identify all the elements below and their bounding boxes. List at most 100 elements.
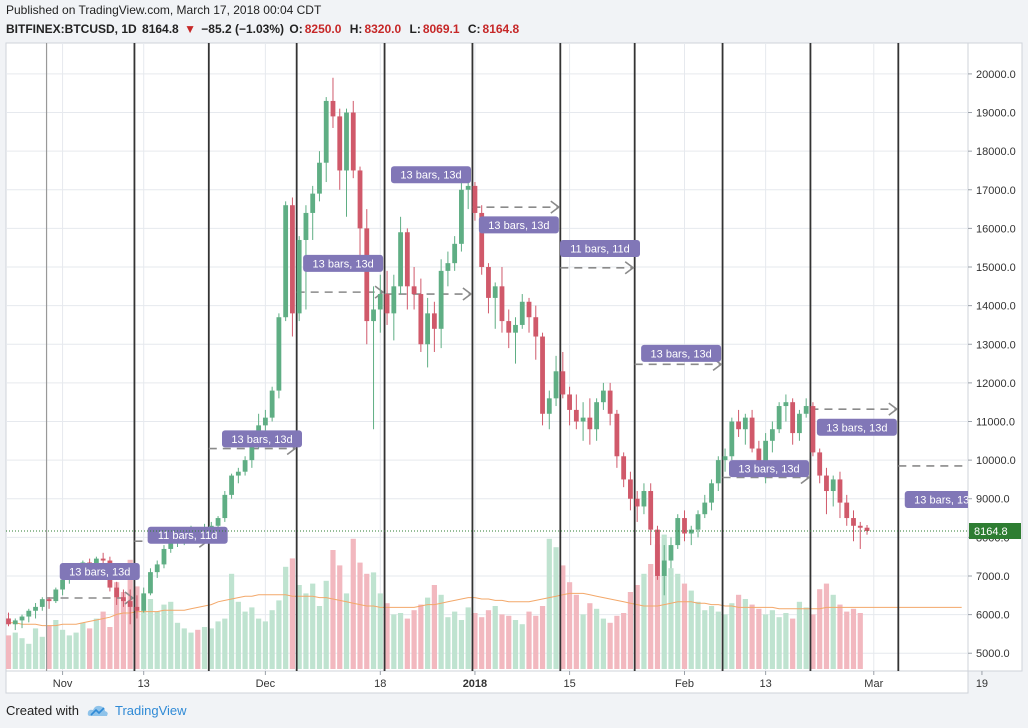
volume-bar <box>675 573 681 669</box>
y-tick-label: 11000.0 <box>976 416 1015 428</box>
cycle-label-box <box>478 216 559 234</box>
volume-bar <box>499 614 505 669</box>
x-tick-label: 19 <box>976 678 988 690</box>
candle <box>688 529 694 534</box>
volume-bar <box>181 628 187 669</box>
candle <box>499 286 505 322</box>
volume-bar <box>634 585 640 669</box>
volume-bar <box>452 611 458 669</box>
candle <box>418 294 424 345</box>
volume-bar <box>587 603 593 669</box>
candle <box>121 597 126 602</box>
cycle-label-text: 13 bars, 13d <box>488 220 549 232</box>
plot-area[interactable] <box>5 42 969 672</box>
candle <box>844 502 850 519</box>
candle <box>323 100 329 163</box>
open-label: O: <box>289 22 303 36</box>
candle <box>567 394 572 410</box>
candle <box>350 112 356 171</box>
tradingview-link[interactable]: TradingView <box>114 703 187 718</box>
candle <box>425 313 431 345</box>
candle <box>459 189 464 244</box>
candle <box>702 502 708 515</box>
volume-bar <box>59 629 66 669</box>
candle <box>33 606 38 611</box>
candle <box>709 483 714 503</box>
cycle-label-text: 13 bars, 13d <box>231 434 292 446</box>
high-label: H: <box>349 22 363 36</box>
candle <box>168 541 174 549</box>
volume-bar <box>154 611 160 669</box>
last-price-value: 8164.8 <box>142 22 179 36</box>
volume-bar <box>19 638 25 669</box>
candle <box>337 116 343 171</box>
close-value: 8164.8 <box>482 22 520 36</box>
volume-bar <box>702 610 708 669</box>
y-tick-label: 13000.0 <box>976 339 1016 351</box>
candle <box>472 185 478 213</box>
cycle-label-text: 13 bars, 13d <box>651 348 712 360</box>
volume-bar <box>844 611 850 669</box>
volume-bar <box>735 594 742 669</box>
price-axis[interactable] <box>967 42 1023 672</box>
volume-bar <box>26 643 32 669</box>
volume-bar <box>857 613 863 669</box>
candle <box>506 321 512 333</box>
volume-bar <box>492 606 498 669</box>
candle <box>479 212 485 268</box>
volume-ma-line <box>8 592 962 627</box>
volume-bar <box>817 589 823 669</box>
cycle-label-text: 13 bars, 13d <box>738 464 799 476</box>
cycle-label-text: 13 bars, 13d <box>69 567 130 579</box>
candle <box>628 479 633 499</box>
volume-bar <box>539 606 546 669</box>
volume-bar <box>222 618 228 669</box>
volume-bar <box>796 601 803 669</box>
volume-bar <box>526 611 532 669</box>
price-chart[interactable]: 13 bars, 13d 11 bars, 11d 13 bars, 13d 13 b… <box>0 40 1028 696</box>
low-label: L: <box>409 22 421 36</box>
volume-bar <box>411 610 417 669</box>
candle <box>357 170 363 229</box>
candle <box>344 112 349 171</box>
candle <box>533 317 539 337</box>
candle <box>695 514 701 530</box>
volume-bar <box>425 597 431 669</box>
x-tick-label: 13 <box>138 678 150 690</box>
candle <box>661 560 667 576</box>
candle <box>486 267 491 298</box>
time-axis[interactable] <box>5 670 969 694</box>
candle <box>249 440 255 461</box>
cycle-label-text: 13 bars, 13d <box>826 422 887 434</box>
volume-bar <box>161 604 167 669</box>
volume-bar <box>688 590 694 669</box>
volume-bar <box>235 601 241 669</box>
candle <box>215 518 221 526</box>
candle <box>736 421 741 430</box>
x-tick-label: Feb <box>675 678 694 690</box>
volume-bar <box>668 568 674 669</box>
volume-bar <box>330 550 336 669</box>
volume-bar <box>316 606 323 669</box>
volume-bar <box>195 629 201 669</box>
cycle-label-text: 13 bars, 13d <box>400 170 461 182</box>
y-tick-label: 6000.0 <box>976 610 1010 622</box>
x-tick-label: 15 <box>563 678 575 690</box>
volume-bar <box>546 538 552 669</box>
candle <box>641 491 647 507</box>
candle <box>364 228 370 322</box>
y-tick-label: 18000.0 <box>976 146 1016 158</box>
candle <box>262 417 268 426</box>
candle <box>776 406 782 430</box>
low-value: 8069.1 <box>422 22 460 36</box>
candle <box>668 545 674 561</box>
volume-bar <box>337 565 343 669</box>
cycle-arrow-head <box>462 287 473 301</box>
x-tick-label: Nov <box>53 678 73 690</box>
volume-bar <box>289 558 296 669</box>
cycle-label-text: 11 bars, 11d <box>570 243 630 255</box>
candle <box>560 371 566 395</box>
volume-bar <box>87 628 93 669</box>
x-tick-label: 18 <box>374 678 386 690</box>
candle <box>127 601 133 607</box>
